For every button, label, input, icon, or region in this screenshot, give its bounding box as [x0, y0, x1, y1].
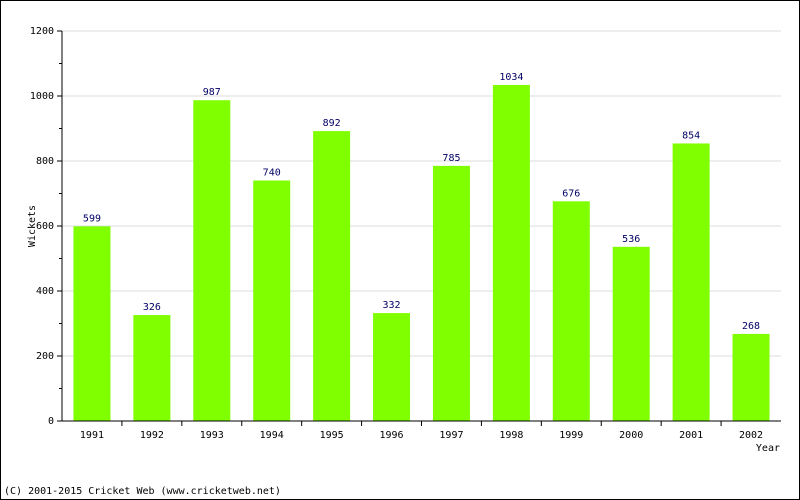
copyright-text: (C) 2001-2015 Cricket Web (www.cricketwe… — [4, 486, 281, 497]
data-label: 326 — [143, 302, 161, 313]
y-tick-label: 1000 — [30, 91, 54, 102]
bar — [432, 165, 470, 421]
bar — [313, 131, 351, 421]
bar — [73, 226, 111, 421]
data-label: 987 — [203, 87, 221, 98]
data-label: 332 — [383, 300, 401, 311]
bar — [133, 315, 171, 421]
x-tick-label: 1995 — [320, 430, 344, 441]
y-tick-label: 600 — [36, 221, 54, 232]
x-tick-label: 1999 — [559, 430, 583, 441]
x-axis-title: Year — [756, 443, 780, 454]
x-tick-label: 2000 — [619, 430, 643, 441]
y-tick-label: 1200 — [30, 26, 54, 37]
x-tick-label: 1998 — [499, 430, 523, 441]
data-label: 676 — [562, 188, 580, 199]
x-tick-label: 1993 — [200, 430, 224, 441]
x-tick-label: 1994 — [260, 430, 284, 441]
bar — [492, 84, 530, 421]
axes — [57, 30, 781, 426]
x-tick-label: 2001 — [679, 430, 703, 441]
y-tick-label: 400 — [36, 286, 54, 297]
y-tick-label: 0 — [48, 416, 54, 427]
data-label: 536 — [622, 234, 640, 245]
y-tick-label: 800 — [36, 156, 54, 167]
data-label: 892 — [323, 118, 341, 129]
x-tick-label: 1991 — [80, 430, 104, 441]
bar — [552, 201, 590, 421]
data-label: 599 — [83, 213, 101, 224]
gridlines — [62, 30, 781, 357]
bar — [612, 246, 650, 421]
y-tick-label: 200 — [36, 351, 54, 362]
data-label: 268 — [742, 321, 760, 332]
data-label: 1034 — [499, 72, 523, 83]
x-tick-label: 2002 — [739, 430, 763, 441]
x-tick-label: 1996 — [379, 430, 403, 441]
labels: 0 200 400 600 800 1000 1200 599 1991 326 1992 987 19… — [30, 26, 763, 441]
data-label: 854 — [682, 130, 700, 141]
bar — [373, 313, 411, 421]
bar — [732, 333, 770, 421]
x-tick-label: 1997 — [439, 430, 463, 441]
x-tick-label: 1992 — [140, 430, 164, 441]
bars — [73, 84, 770, 421]
data-label: 740 — [263, 168, 281, 179]
bar — [193, 100, 231, 421]
bar — [253, 180, 291, 421]
bar — [672, 143, 710, 421]
y-axis-title: Wickets — [27, 205, 38, 247]
data-label: 785 — [442, 153, 460, 164]
